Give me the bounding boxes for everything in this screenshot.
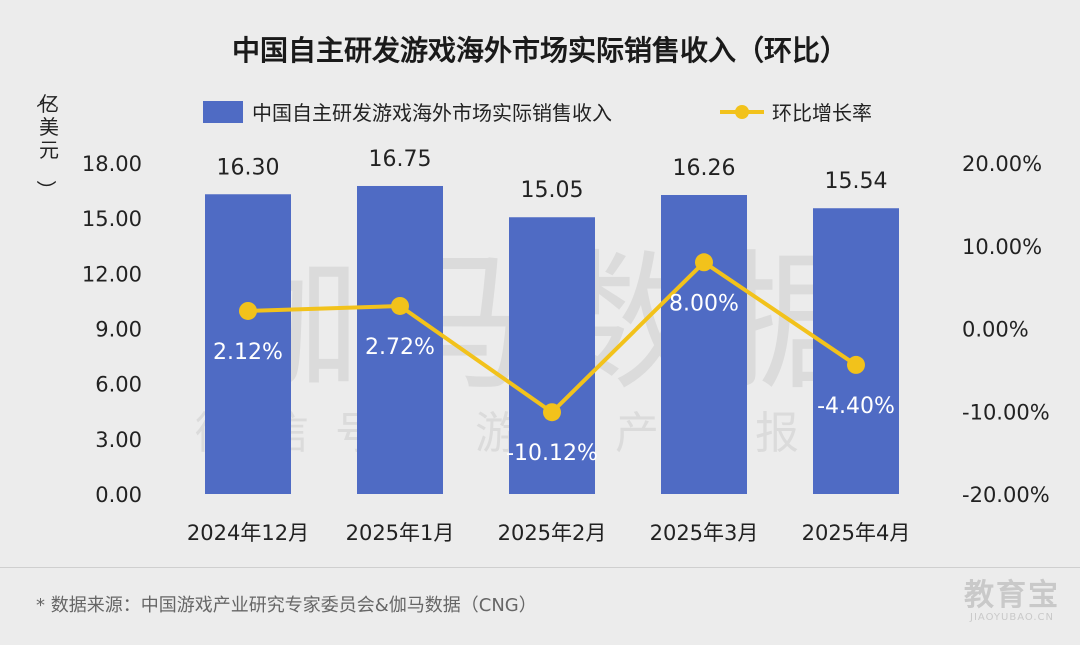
right-axis-tick: -20.00% <box>962 483 1050 507</box>
growth-rate-label: 2.72% <box>365 335 435 360</box>
left-axis-title: （亿美元） <box>34 88 59 200</box>
x-axis-tick: 2025年2月 <box>498 521 607 545</box>
growth-rate-marker <box>695 253 713 272</box>
growth-rate-label: 8.00% <box>669 291 739 316</box>
bar-value-label: 16.75 <box>369 147 432 172</box>
legend-swatch-marker <box>735 105 749 119</box>
line-series: 2.12% 2.72% -10.12% 8.00% -4.40% <box>213 253 895 466</box>
right-axis-tick: -10.00% <box>962 400 1050 424</box>
x-axis-tick: 2025年1月 <box>346 521 455 545</box>
left-axis-tick: 18.00 <box>82 152 142 176</box>
bar-value-label: 16.26 <box>673 156 736 181</box>
source-footnote: * 数据来源：中国游戏产业研究专家委员会&伽马数据（CNG） <box>36 595 537 616</box>
x-axis-labels: 2024年12月 2025年1月 2025年2月 2025年3月 2025年4月 <box>187 521 910 545</box>
left-axis-tick: 3.00 <box>95 428 142 452</box>
bar-series <box>205 185 899 494</box>
bar-labels: 16.30 16.75 15.05 16.26 15.54 <box>217 147 888 203</box>
x-axis-tick: 2025年4月 <box>802 521 911 545</box>
legend-swatch-bar <box>203 101 243 123</box>
bar-value-label: 15.54 <box>825 169 888 194</box>
left-axis-tick: 6.00 <box>95 373 142 397</box>
bar <box>509 217 595 494</box>
left-axis-tick: 12.00 <box>82 262 142 286</box>
logo-sub-text: JIAOYUBAO.CN <box>970 612 1054 623</box>
bar <box>661 194 747 494</box>
right-axis-tick: 0.00% <box>962 318 1029 342</box>
right-axis: -20.00% -10.00% 0.00% 10.00% 20.00% <box>962 152 1050 507</box>
growth-rate-label: -10.12% <box>506 441 598 466</box>
left-axis-tick: 9.00 <box>95 318 142 342</box>
legend-label-line: 环比增长率 <box>772 101 872 125</box>
right-axis-tick: 10.00% <box>962 235 1042 259</box>
chart-title: 中国自主研发游戏海外市场实际销售收入（环比） <box>232 34 848 67</box>
bar-value-label: 16.30 <box>217 155 280 180</box>
right-axis-tick: 20.00% <box>962 152 1042 176</box>
growth-rate-marker <box>543 403 561 422</box>
left-axis-tick: 0.00 <box>95 483 142 507</box>
growth-rate-label: -4.40% <box>817 394 895 419</box>
site-logo: 教育宝 JIAOYUBAO.CN <box>964 570 1060 623</box>
bar-value-label: 15.05 <box>521 178 584 203</box>
bar <box>813 208 899 494</box>
left-axis: （亿美元） 0.00 3.00 6.00 9.00 12.00 15.00 18.00 <box>34 88 142 507</box>
legend-label-bar: 中国自主研发游戏海外市场实际销售收入 <box>252 101 612 125</box>
x-axis-tick: 2025年3月 <box>650 521 759 545</box>
bar <box>357 185 443 494</box>
growth-rate-marker <box>391 296 409 315</box>
growth-rate-marker <box>847 355 865 374</box>
left-axis-tick: 15.00 <box>82 207 142 231</box>
footer-divider <box>0 567 1080 568</box>
growth-rate-label: 2.12% <box>213 340 283 365</box>
growth-rate-marker <box>239 301 257 320</box>
x-axis-tick: 2024年12月 <box>187 521 309 545</box>
legend: 中国自主研发游戏海外市场实际销售收入 环比增长率 <box>203 101 872 125</box>
bar <box>205 194 291 494</box>
logo-main-text: 教育宝 <box>964 578 1060 613</box>
